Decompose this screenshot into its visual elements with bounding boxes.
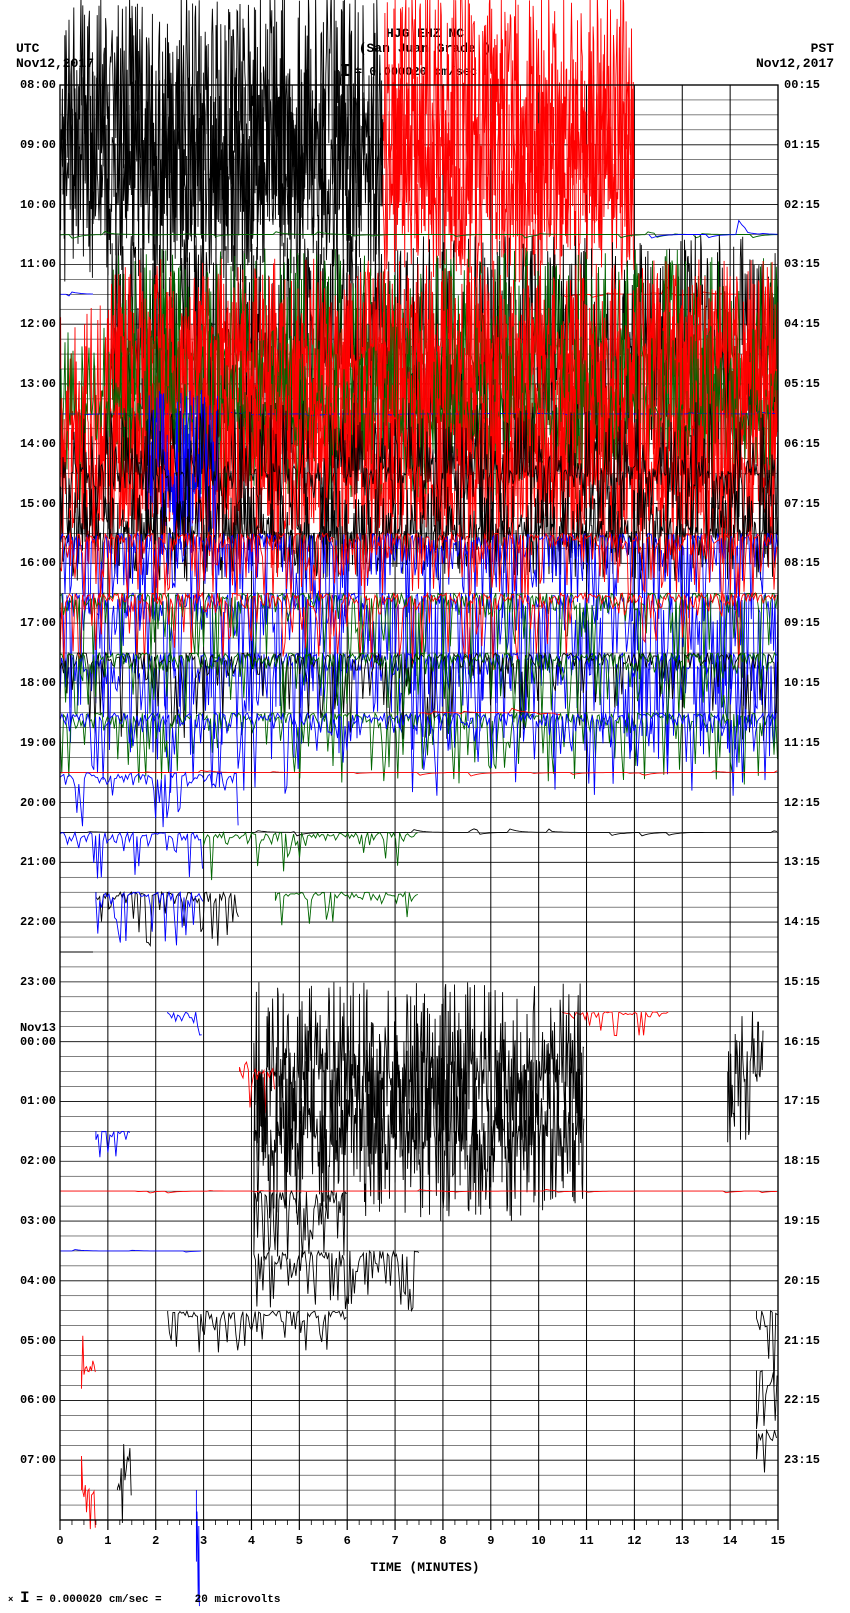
footer-microvolts: 20 microvolts: [195, 1594, 281, 1606]
hour-utc-1000: 10:00: [20, 198, 56, 212]
hour-utc-1100: 11:00: [20, 257, 56, 271]
hour-pst-0015: 00:15: [784, 78, 820, 92]
x-tick-14: 14: [723, 1534, 737, 1548]
hour-pst-0515: 05:15: [784, 377, 820, 391]
hour-pst-0915: 09:15: [784, 616, 820, 630]
x-tick-3: 3: [200, 1534, 207, 1548]
x-tick-11: 11: [579, 1534, 593, 1548]
date-prefix: Nov13: [20, 1021, 56, 1035]
hour-pst-1615: 16:15: [784, 1035, 820, 1049]
x-tick-10: 10: [531, 1534, 545, 1548]
hour-pst-0215: 02:15: [784, 198, 820, 212]
x-tick-1: 1: [104, 1534, 111, 1548]
footer-scale-value: = 0.000020 cm/sec =: [36, 1594, 161, 1606]
hour-pst-0615: 06:15: [784, 437, 820, 451]
hour-pst-0115: 01:15: [784, 138, 820, 152]
x-tick-7: 7: [391, 1534, 398, 1548]
hour-pst-1115: 11:15: [784, 736, 820, 750]
hour-utc-1400: 14:00: [20, 437, 56, 451]
hour-utc-1900: 19:00: [20, 736, 56, 750]
hour-pst-0815: 08:15: [784, 556, 820, 570]
hour-pst-1415: 14:15: [784, 915, 820, 929]
x-tick-8: 8: [439, 1534, 446, 1548]
hour-utc-0400: 04:00: [20, 1274, 56, 1288]
hour-pst-0715: 07:15: [784, 497, 820, 511]
seismogram-container: HJG EHZ NC (San Juan Grade ) I = 0.00002…: [0, 0, 850, 1613]
hour-utc-0500: 05:00: [20, 1334, 56, 1348]
x-tick-12: 12: [627, 1534, 641, 1548]
hour-pst-0415: 04:15: [784, 317, 820, 331]
hour-utc-1300: 13:00: [20, 377, 56, 391]
hour-utc-0200: 02:00: [20, 1154, 56, 1168]
x-tick-15: 15: [771, 1534, 785, 1548]
hour-pst-1215: 12:15: [784, 796, 820, 810]
x-tick-2: 2: [152, 1534, 159, 1548]
x-tick-13: 13: [675, 1534, 689, 1548]
hour-pst-2215: 22:15: [784, 1393, 820, 1407]
hour-pst-1515: 15:15: [784, 975, 820, 989]
hour-pst-2315: 23:15: [784, 1453, 820, 1467]
hour-utc-0000: 00:00: [20, 1035, 56, 1049]
x-tick-4: 4: [248, 1534, 255, 1548]
hour-utc-1800: 18:00: [20, 676, 56, 690]
hour-utc-2000: 20:00: [20, 796, 56, 810]
seismogram-plot: [0, 0, 850, 1613]
hour-pst-1715: 17:15: [784, 1094, 820, 1108]
hour-pst-2115: 21:15: [784, 1334, 820, 1348]
hour-utc-0600: 06:00: [20, 1393, 56, 1407]
x-axis-title: TIME (MINUTES): [0, 1560, 850, 1575]
hour-pst-1815: 18:15: [784, 1154, 820, 1168]
hour-pst-1915: 19:15: [784, 1214, 820, 1228]
footer-scale: × I = 0.000020 cm/sec = 20 microvolts: [8, 1589, 281, 1607]
hour-utc-1700: 17:00: [20, 616, 56, 630]
x-tick-0: 0: [56, 1534, 63, 1548]
hour-utc-0100: 01:00: [20, 1094, 56, 1108]
hour-utc-2300: 23:00: [20, 975, 56, 989]
hour-utc-0300: 03:00: [20, 1214, 56, 1228]
hour-utc-0700: 07:00: [20, 1453, 56, 1467]
hour-utc-1200: 12:00: [20, 317, 56, 331]
hour-utc-1500: 15:00: [20, 497, 56, 511]
hour-utc-0800: 08:00: [20, 78, 56, 92]
hour-utc-2200: 22:00: [20, 915, 56, 929]
x-tick-6: 6: [344, 1534, 351, 1548]
hour-pst-1315: 13:15: [784, 855, 820, 869]
x-tick-9: 9: [487, 1534, 494, 1548]
hour-pst-2015: 20:15: [784, 1274, 820, 1288]
x-tick-5: 5: [296, 1534, 303, 1548]
hour-utc-2100: 21:00: [20, 855, 56, 869]
hour-pst-1015: 10:15: [784, 676, 820, 690]
hour-utc-0900: 09:00: [20, 138, 56, 152]
hour-pst-0315: 03:15: [784, 257, 820, 271]
hour-utc-1600: 16:00: [20, 556, 56, 570]
